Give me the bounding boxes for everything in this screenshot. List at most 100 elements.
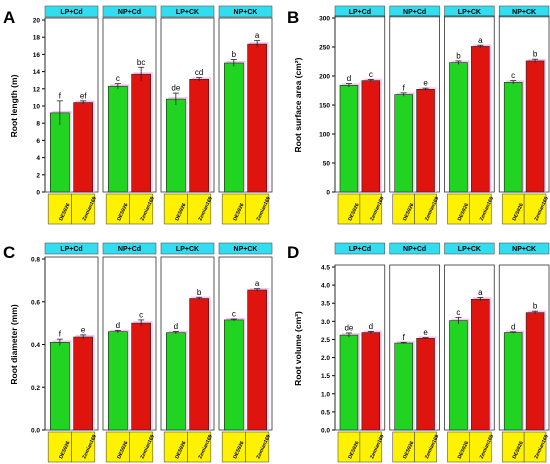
significance-letter: b [232, 50, 237, 59]
bar-des926 [49, 342, 70, 431]
group-header-label: NP+Cd [403, 246, 426, 253]
group-header-label: LP+CK [458, 246, 481, 253]
significance-letter: cd [195, 68, 203, 77]
significance-letter: a [255, 31, 260, 40]
significance-letter: a [255, 279, 260, 288]
category-label-box [523, 431, 547, 463]
bar-zemian169 [131, 73, 151, 193]
y-tick-label: 0 [36, 190, 40, 197]
bar-des926 [503, 82, 523, 193]
significance-letter: c [456, 308, 460, 317]
bar-des926 [166, 332, 186, 431]
group-header-box [444, 242, 495, 255]
significance-letter: c [116, 74, 120, 83]
category-label-box [414, 431, 437, 463]
y-tick-label: 1.0 [321, 391, 330, 398]
significance-letter: b [456, 51, 461, 60]
y-tick-label: 0.2 [31, 385, 40, 392]
panel-letter: C [3, 243, 15, 262]
significance-letter: c [369, 70, 373, 79]
group-plot-frame [218, 256, 273, 431]
bar-des926 [108, 85, 128, 193]
y-tick-label: 0.0 [321, 428, 330, 435]
bar-zemian169 [189, 298, 209, 431]
significance-letter: d [369, 322, 373, 331]
group-header-label: NP+CK [234, 9, 258, 16]
bar-zemian169 [525, 312, 545, 431]
y-tick-label: 150 [319, 103, 330, 110]
significance-letter: a [478, 36, 483, 45]
group-plot-frame [102, 17, 157, 193]
y-tick-label: 6 [36, 138, 40, 145]
bar-des926 [108, 331, 128, 431]
y-tick-label: 100 [319, 132, 330, 139]
y-tick-label: 4.0 [321, 283, 330, 290]
significance-letter: f [59, 91, 62, 100]
y-axis-label: Root diameter (mm) [9, 304, 19, 384]
significance-letter: c [139, 310, 143, 319]
significance-letter: f [59, 330, 62, 339]
category-label-box [129, 431, 154, 463]
group-header-label: NP+CK [512, 246, 536, 253]
y-tick-label: 10 [33, 104, 41, 111]
y-tick-label: 12 [33, 86, 41, 93]
bar-zemian169 [525, 60, 545, 193]
group-plot-frame [160, 256, 215, 431]
group-plot-frame [218, 17, 273, 193]
category-label-box [71, 431, 96, 463]
y-tick-label: 300 [319, 16, 330, 23]
group-header-box [102, 5, 157, 18]
significance-letter: c [232, 310, 236, 319]
bar-des926 [339, 84, 359, 193]
y-tick-label: 0.4 [31, 342, 40, 349]
bar-des926 [224, 319, 244, 431]
group-header-label: LP+Cd [349, 9, 371, 16]
y-axis-label: Root length (m) [9, 74, 19, 137]
category-label-box [414, 193, 437, 225]
y-tick-label: 1.5 [321, 373, 330, 380]
significance-letter: b [533, 302, 538, 311]
y-tick-label: 2.5 [321, 337, 330, 344]
significance-letter: e [81, 325, 86, 334]
category-label-box [469, 431, 492, 463]
significance-letter: f [403, 333, 406, 342]
significance-letter: f [403, 83, 406, 92]
group-header-label: NP+Cd [118, 246, 141, 253]
group-header-box [334, 242, 386, 255]
y-tick-label: 200 [319, 74, 330, 81]
group-header-label: NP+CK [234, 246, 258, 253]
category-label-box [187, 193, 212, 225]
category-label-box [469, 193, 492, 225]
y-tick-label: 2.0 [321, 355, 330, 362]
y-tick-label: 20 [33, 18, 41, 25]
y-tick-label: 3.0 [321, 319, 330, 326]
y-tick-label: 250 [319, 45, 330, 52]
y-tick-label: 0 [326, 190, 330, 197]
significance-letter: ef [80, 91, 87, 100]
significance-letter: bc [137, 58, 145, 67]
category-label-box [187, 431, 212, 463]
group-header-box [218, 242, 273, 255]
bar-zemian169 [416, 338, 435, 431]
y-tick-label: 50 [323, 161, 331, 168]
group-header-label: NP+CK [512, 9, 536, 16]
panel-d: D 0.0 0.5 1.0 1.5 2.0 2.5 3.0 3.5 4.0 4.5 Root volu… [287, 242, 550, 463]
bar-des926 [224, 62, 244, 193]
group-plot-frame [102, 256, 157, 431]
significance-letter: d [174, 322, 178, 331]
group-header-label: LP+CK [458, 9, 481, 16]
group-header-box [44, 242, 99, 255]
group-header-label: LP+CK [176, 9, 199, 16]
